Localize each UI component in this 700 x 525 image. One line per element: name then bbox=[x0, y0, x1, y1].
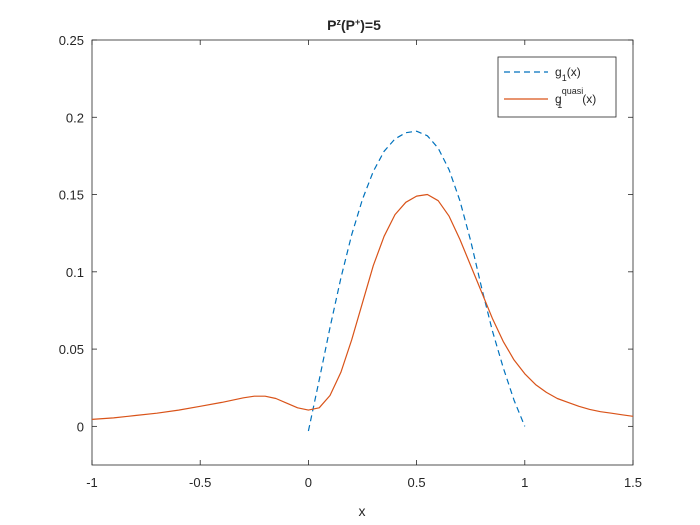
x-tick-label: 0.5 bbox=[408, 475, 426, 490]
y-tick-label: 0.1 bbox=[66, 265, 84, 280]
legend: g1(x) gquasi 1 (x) bbox=[497, 56, 617, 118]
legend-label-g1: g1(x) bbox=[555, 65, 581, 83]
y-tick-label: 0.25 bbox=[59, 33, 84, 48]
series-line-g1-quasi bbox=[91, 193, 634, 420]
y-axis-ticks: 0 0.05 0.1 0.15 0.2 0.25 bbox=[59, 33, 633, 434]
y-tick-label: 0.2 bbox=[66, 110, 84, 125]
legend-box bbox=[497, 56, 617, 118]
series-line-g1 bbox=[307, 130, 526, 432]
x-tick-label: 1.5 bbox=[624, 475, 642, 490]
series-layer bbox=[91, 130, 634, 432]
y-tick-label: 0.15 bbox=[59, 188, 84, 203]
x-tick-label: 1 bbox=[521, 475, 528, 490]
x-axis-ticks: -1 -0.5 0 0.5 1 1.5 bbox=[86, 40, 642, 490]
chart-title: Pz(P+)=5 bbox=[327, 17, 381, 33]
x-tick-label: -1 bbox=[86, 475, 98, 490]
x-tick-label: -0.5 bbox=[189, 475, 211, 490]
y-tick-label: 0 bbox=[77, 419, 84, 434]
y-tick-label: 0.05 bbox=[59, 342, 84, 357]
legend-label-g1-quasi: gquasi 1 (x) bbox=[555, 86, 596, 110]
x-tick-label: 0 bbox=[305, 475, 312, 490]
x-axis-title: x bbox=[359, 503, 366, 519]
